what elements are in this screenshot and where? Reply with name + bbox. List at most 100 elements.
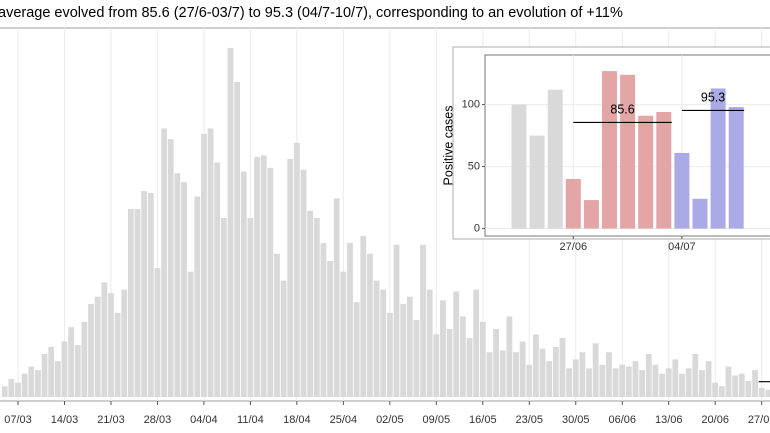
bar [519, 341, 526, 397]
bar [579, 352, 586, 397]
bar [710, 88, 726, 229]
bar [333, 198, 340, 397]
bar [88, 303, 94, 397]
bar [260, 155, 267, 397]
bar [313, 217, 320, 397]
bar [300, 169, 307, 397]
y-tick-label: 50 [468, 160, 480, 172]
y-tick-label: 100 [462, 98, 480, 110]
x-tick-label: 07/03 [4, 414, 32, 426]
bar [738, 373, 745, 397]
bar [586, 368, 592, 397]
bar [506, 316, 513, 397]
bar [466, 337, 473, 397]
bar [602, 71, 617, 229]
bar [513, 352, 519, 397]
x-tick-label: 04/07 [668, 241, 696, 253]
bar [546, 361, 553, 397]
bar [511, 104, 527, 229]
x-tick-label: 25/04 [330, 414, 358, 426]
bar [274, 253, 280, 397]
bar [705, 361, 712, 397]
bar [566, 368, 573, 397]
x-tick-label: 04/04 [190, 414, 218, 426]
bar [533, 334, 539, 397]
bar [685, 368, 692, 397]
bar [665, 368, 672, 397]
bar [493, 328, 499, 397]
average-label: 85.6 [610, 103, 634, 117]
bar [728, 107, 744, 229]
bar [254, 157, 260, 397]
bar [181, 182, 187, 397]
bar [539, 348, 546, 397]
bar [101, 282, 108, 397]
bar [612, 368, 619, 397]
bar [187, 271, 194, 397]
bar [347, 243, 353, 397]
bar [619, 364, 626, 397]
average-label: 95.3 [701, 91, 725, 105]
bar [386, 312, 393, 397]
bar [718, 386, 725, 397]
bar [234, 81, 241, 397]
bar [453, 291, 460, 397]
bar [154, 268, 161, 397]
bar [479, 321, 486, 397]
bar [406, 296, 413, 397]
bar [446, 328, 453, 397]
bar [692, 198, 708, 229]
bar [725, 366, 732, 397]
bar [147, 192, 154, 397]
bar [620, 74, 636, 229]
bar [645, 354, 652, 397]
bar [632, 361, 639, 397]
bar [426, 289, 433, 397]
bar [35, 370, 41, 397]
bar [1, 386, 8, 397]
bar [61, 341, 68, 397]
x-tick-label: 20/06 [701, 414, 729, 426]
bar [74, 345, 81, 397]
bar [134, 209, 141, 397]
bar [94, 296, 101, 397]
bar [247, 217, 254, 397]
bar [201, 133, 207, 397]
bar [572, 359, 579, 397]
bar [320, 243, 327, 397]
bar [21, 373, 28, 397]
bar [758, 388, 765, 397]
bar [161, 128, 167, 397]
bar [68, 327, 75, 397]
bar [353, 302, 360, 397]
bar [214, 162, 221, 397]
bar [659, 373, 665, 397]
bar [486, 352, 493, 397]
bar [656, 112, 672, 229]
bar [287, 158, 294, 397]
bar [41, 354, 48, 397]
bar [679, 373, 685, 397]
bar [81, 321, 88, 397]
x-tick-label: 27/06 [748, 414, 770, 426]
bar [48, 346, 55, 397]
bar [583, 200, 599, 229]
bar [652, 364, 659, 397]
bar [127, 209, 134, 397]
bar [639, 370, 646, 397]
bar [340, 271, 347, 397]
bar [765, 389, 770, 397]
bar [565, 178, 581, 229]
bar [440, 300, 446, 397]
bar [54, 361, 61, 397]
bar [552, 346, 559, 397]
x-tick-label: 16/05 [469, 414, 497, 426]
y-tick-label: 0 [474, 222, 480, 234]
bar [732, 375, 739, 397]
x-tick-label: 09/05 [423, 414, 451, 426]
bar [393, 244, 400, 397]
bar [141, 191, 148, 397]
bar [606, 352, 612, 397]
bar [413, 320, 420, 397]
